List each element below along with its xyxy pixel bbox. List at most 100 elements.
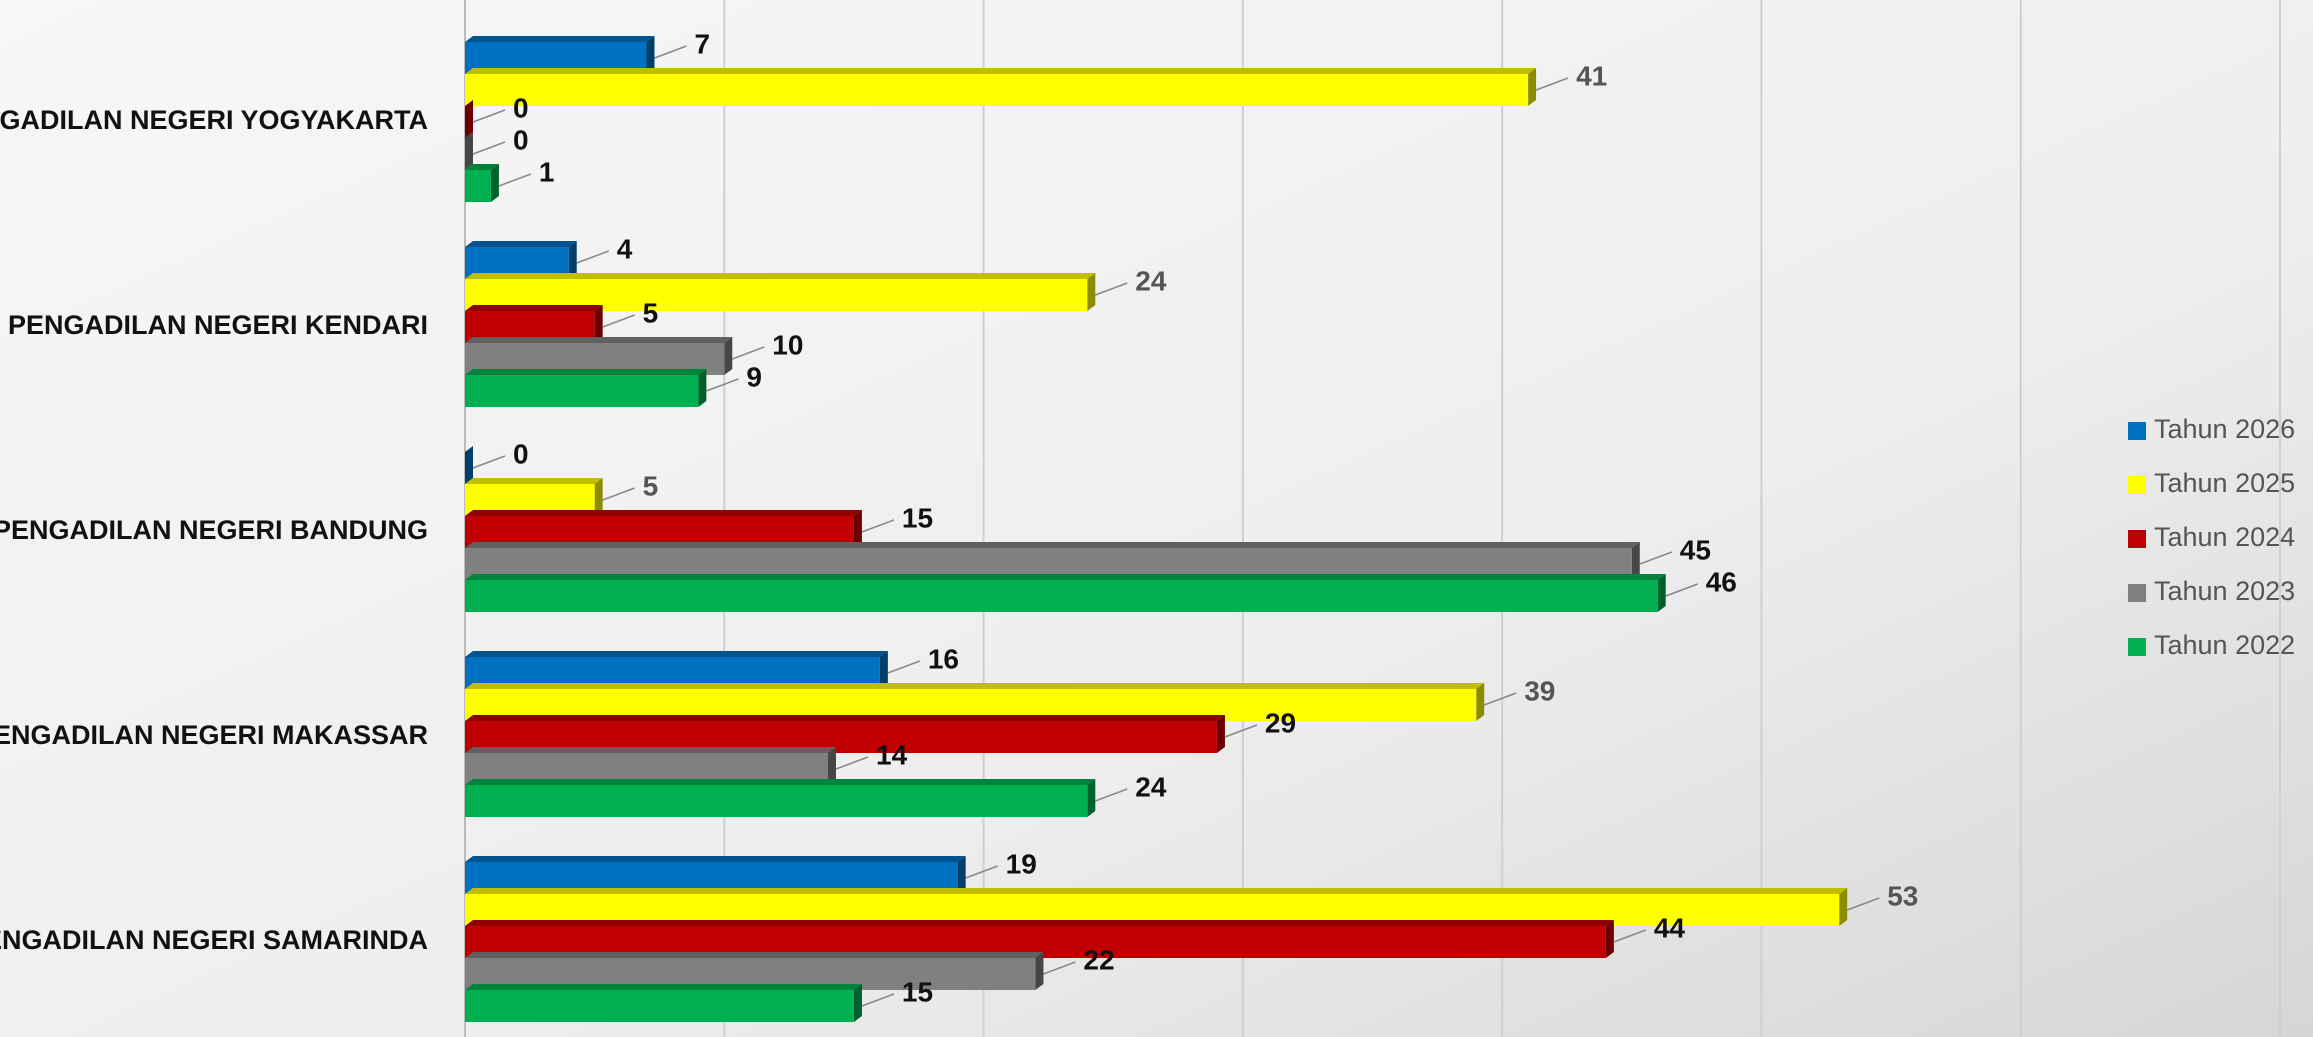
value-label: 9	[746, 361, 762, 392]
value-label: 10	[772, 329, 803, 360]
bar-top	[465, 856, 966, 862]
leader-line	[1535, 77, 1569, 91]
bar-side	[465, 100, 473, 138]
bar-side	[1216, 715, 1225, 753]
value-label: 15	[902, 502, 933, 533]
bar-top	[465, 920, 1614, 926]
bar-top	[465, 542, 1640, 548]
bar-top	[465, 683, 1485, 689]
bar-side	[490, 164, 499, 202]
value-label: 16	[928, 643, 959, 674]
bar-side	[879, 651, 888, 689]
value-label: 0	[513, 124, 529, 155]
bar-side	[853, 984, 862, 1022]
leader-line	[1639, 551, 1673, 565]
bar-top	[465, 715, 1225, 721]
value-label: 14	[876, 739, 908, 770]
value-label: 46	[1706, 566, 1737, 597]
bar-side	[1657, 574, 1666, 612]
value-label: 45	[1680, 534, 1711, 565]
bar-side	[1839, 888, 1848, 926]
value-label: 29	[1265, 707, 1296, 738]
leader-line	[732, 346, 765, 360]
category-label: PENGADILAN NEGERI MAKASSAR	[0, 720, 428, 750]
bar-top	[465, 779, 1096, 785]
bar-side	[465, 446, 473, 484]
category-label: PENGADILAN NEGERI YOGYAKARTA	[0, 105, 428, 135]
bar-top	[465, 369, 707, 375]
leader-line	[472, 455, 506, 469]
value-label: 22	[1083, 944, 1114, 975]
bar	[465, 580, 1658, 612]
legend-swatch	[2128, 422, 2146, 440]
bar-top	[465, 747, 836, 753]
bar-side	[1087, 779, 1096, 817]
bar-top	[465, 478, 603, 484]
leader-line	[861, 993, 895, 1007]
value-label: 15	[902, 976, 933, 1007]
bar	[465, 375, 699, 407]
legend-label: Tahun 2025	[2154, 468, 2295, 498]
value-label: 4	[617, 233, 633, 264]
bar-side	[594, 478, 603, 516]
value-label: 44	[1654, 912, 1686, 943]
leader-line	[654, 45, 687, 59]
value-label: 19	[1006, 848, 1037, 879]
bar	[465, 785, 1088, 817]
leader-line	[1613, 929, 1647, 943]
bar-side	[1631, 542, 1640, 580]
legend-swatch	[2128, 530, 2146, 548]
bar-side	[1528, 68, 1537, 106]
bar-side	[1035, 952, 1044, 990]
legend-label: Tahun 2024	[2154, 522, 2295, 552]
bar-side	[1605, 920, 1614, 958]
bar-top	[465, 36, 655, 42]
leader-line	[1095, 282, 1128, 296]
leader-line	[498, 173, 532, 187]
legend-swatch	[2128, 584, 2146, 602]
bar	[465, 170, 491, 202]
legend-label: Tahun 2026	[2154, 414, 2295, 444]
bar-top	[465, 510, 862, 516]
leader-line	[706, 378, 739, 392]
bar-side	[594, 305, 603, 343]
bar	[465, 990, 854, 1022]
leader-line	[576, 250, 609, 264]
value-label: 39	[1524, 675, 1555, 706]
bar-side	[646, 36, 655, 74]
leader-line	[887, 660, 921, 674]
leader-line	[1846, 897, 1880, 911]
bar-top	[465, 651, 888, 657]
leader-line	[835, 756, 869, 770]
value-label: 53	[1887, 880, 1918, 911]
value-label: 0	[513, 92, 529, 123]
value-label: 0	[513, 438, 529, 469]
bar-side	[465, 132, 473, 170]
bar-top	[465, 888, 1848, 894]
bar-top	[465, 164, 499, 170]
bar-top	[465, 337, 733, 343]
legend-label: Tahun 2022	[2154, 630, 2295, 660]
bar-side	[828, 747, 836, 785]
legend-swatch	[2128, 476, 2146, 494]
bar-side	[853, 510, 862, 548]
value-label: 24	[1135, 265, 1167, 296]
bar-top	[465, 241, 577, 247]
category-label: PENGADILAN NEGERI BANDUNG	[0, 515, 428, 545]
value-label: 7	[695, 28, 711, 59]
leader-line	[472, 141, 506, 155]
bar-top	[465, 984, 862, 990]
bar-side	[1087, 273, 1096, 311]
leader-line	[861, 519, 895, 533]
bar-top	[465, 68, 1537, 74]
value-label: 24	[1135, 771, 1167, 802]
bar-top	[465, 952, 1044, 958]
value-label: 5	[643, 470, 659, 501]
bar-side	[698, 369, 707, 407]
legend-swatch	[2128, 638, 2146, 656]
bar-top	[465, 574, 1666, 580]
category-label: PENGADILAN NEGERI SAMARINDA	[0, 925, 428, 955]
value-label: 5	[643, 297, 659, 328]
